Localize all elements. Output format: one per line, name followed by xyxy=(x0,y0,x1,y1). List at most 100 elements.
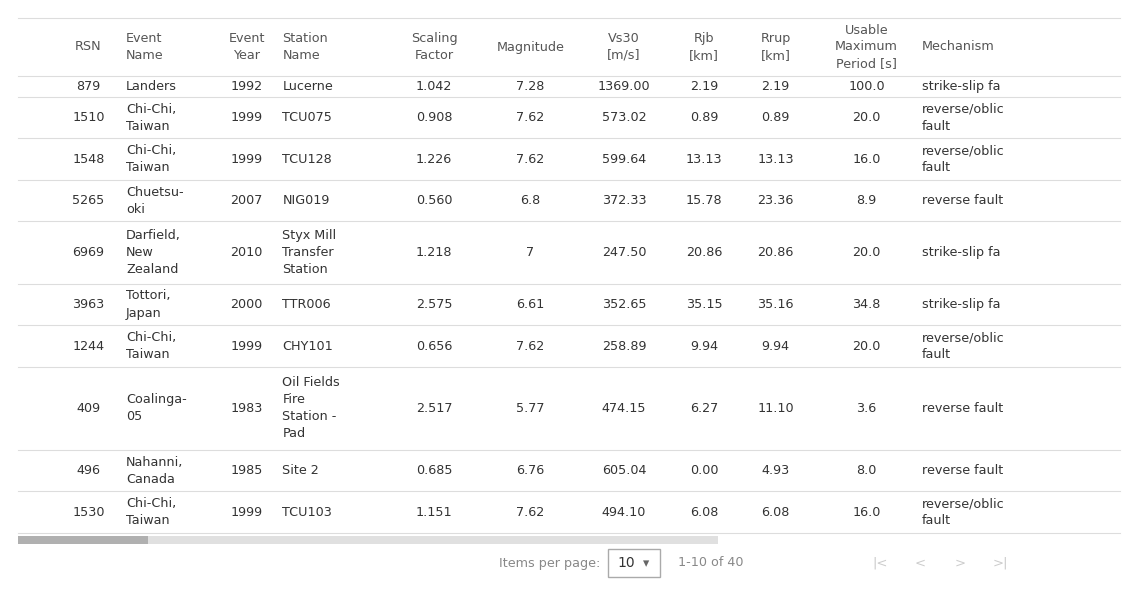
Text: Chuetsu-
oki: Chuetsu- oki xyxy=(126,186,183,216)
Text: reverse/oblic
fault: reverse/oblic fault xyxy=(922,331,1004,361)
Text: Darfield,
New
Zealand: Darfield, New Zealand xyxy=(126,229,181,276)
Text: 35.16: 35.16 xyxy=(758,298,794,311)
Text: 6.08: 6.08 xyxy=(761,506,790,519)
Text: 20.0: 20.0 xyxy=(852,340,881,353)
Text: 7.28: 7.28 xyxy=(517,80,545,93)
Text: 2.19: 2.19 xyxy=(690,80,718,93)
Text: 372.33: 372.33 xyxy=(602,194,646,207)
Text: 6.61: 6.61 xyxy=(517,298,545,311)
Text: 599.64: 599.64 xyxy=(602,152,646,165)
Text: 474.15: 474.15 xyxy=(602,402,646,415)
Text: 0.560: 0.560 xyxy=(415,194,452,207)
Text: 1.226: 1.226 xyxy=(415,152,452,165)
Text: 879: 879 xyxy=(76,80,100,93)
Text: 23.36: 23.36 xyxy=(758,194,794,207)
Text: >: > xyxy=(955,556,965,569)
Text: Chi-Chi,
Taiwan: Chi-Chi, Taiwan xyxy=(126,144,176,174)
Text: 1.042: 1.042 xyxy=(415,80,452,93)
Text: 1983: 1983 xyxy=(231,402,263,415)
Text: 0.89: 0.89 xyxy=(761,111,790,124)
Text: 1244: 1244 xyxy=(73,340,105,353)
Text: strike-slip fa: strike-slip fa xyxy=(922,80,1000,93)
Text: Landers: Landers xyxy=(126,80,178,93)
Bar xyxy=(18,536,148,544)
Text: 100.0: 100.0 xyxy=(848,80,885,93)
Text: 1985: 1985 xyxy=(231,464,263,477)
Bar xyxy=(18,536,718,544)
Text: TTR006: TTR006 xyxy=(282,298,331,311)
Text: Styx Mill
Transfer
Station: Styx Mill Transfer Station xyxy=(282,229,337,276)
Text: 7.62: 7.62 xyxy=(517,152,545,165)
Text: 0.908: 0.908 xyxy=(415,111,452,124)
Text: 494.10: 494.10 xyxy=(602,506,646,519)
Text: 1992: 1992 xyxy=(231,80,263,93)
Text: 7.62: 7.62 xyxy=(517,340,545,353)
Text: Vs30
[m/s]: Vs30 [m/s] xyxy=(608,32,641,62)
Text: 1999: 1999 xyxy=(231,111,263,124)
Text: strike-slip fa: strike-slip fa xyxy=(922,246,1000,259)
Text: CHY101: CHY101 xyxy=(282,340,333,353)
Text: 3.6: 3.6 xyxy=(857,402,876,415)
Text: Usable
Maximum
Period [s]: Usable Maximum Period [s] xyxy=(835,24,898,71)
Text: reverse fault: reverse fault xyxy=(922,464,1003,477)
FancyBboxPatch shape xyxy=(608,549,660,577)
Text: 6969: 6969 xyxy=(73,246,105,259)
Text: Coalinga-
05: Coalinga- 05 xyxy=(126,393,187,423)
Text: TCU075: TCU075 xyxy=(282,111,332,124)
Text: 20.86: 20.86 xyxy=(758,246,794,259)
Text: 1369.00: 1369.00 xyxy=(597,80,651,93)
Text: 0.00: 0.00 xyxy=(690,464,718,477)
Text: 1.218: 1.218 xyxy=(415,246,452,259)
Text: 5.77: 5.77 xyxy=(517,402,545,415)
Text: 2.19: 2.19 xyxy=(761,80,790,93)
Text: |<: |< xyxy=(872,556,888,569)
Text: ▾: ▾ xyxy=(643,557,649,570)
Text: 13.13: 13.13 xyxy=(686,152,723,165)
Text: 258.89: 258.89 xyxy=(602,340,646,353)
Text: 0.656: 0.656 xyxy=(415,340,452,353)
Text: 16.0: 16.0 xyxy=(852,506,881,519)
Text: 16.0: 16.0 xyxy=(852,152,881,165)
Text: reverse fault: reverse fault xyxy=(922,194,1003,207)
Text: 1-10 of 40: 1-10 of 40 xyxy=(678,556,743,569)
Text: 605.04: 605.04 xyxy=(602,464,646,477)
Text: Chi-Chi,
Taiwan: Chi-Chi, Taiwan xyxy=(126,497,176,527)
Text: 1.151: 1.151 xyxy=(415,506,452,519)
Text: NIG019: NIG019 xyxy=(282,194,330,207)
Text: Event
Year: Event Year xyxy=(229,32,265,62)
Text: reverse/oblic
fault: reverse/oblic fault xyxy=(922,497,1004,527)
Text: 6.76: 6.76 xyxy=(517,464,545,477)
Text: 20.0: 20.0 xyxy=(852,111,881,124)
Text: 9.94: 9.94 xyxy=(761,340,790,353)
Text: Magnitude: Magnitude xyxy=(496,40,564,53)
Text: 1548: 1548 xyxy=(73,152,105,165)
Text: 7: 7 xyxy=(527,246,535,259)
Text: 1999: 1999 xyxy=(231,506,263,519)
Text: 573.02: 573.02 xyxy=(602,111,646,124)
Text: Scaling
Factor: Scaling Factor xyxy=(411,32,457,62)
Text: 247.50: 247.50 xyxy=(602,246,646,259)
Text: 1999: 1999 xyxy=(231,340,263,353)
Text: 11.10: 11.10 xyxy=(757,402,794,415)
Text: 1510: 1510 xyxy=(73,111,105,124)
Text: 1530: 1530 xyxy=(73,506,105,519)
Text: TCU103: TCU103 xyxy=(282,506,332,519)
Text: 496: 496 xyxy=(76,464,100,477)
Text: 9.94: 9.94 xyxy=(690,340,718,353)
Text: Lucerne: Lucerne xyxy=(282,80,333,93)
Text: 34.8: 34.8 xyxy=(852,298,881,311)
Text: Mechanism: Mechanism xyxy=(922,40,995,53)
Text: Site 2: Site 2 xyxy=(282,464,320,477)
Text: 6.8: 6.8 xyxy=(520,194,541,207)
Text: 8.0: 8.0 xyxy=(857,464,876,477)
Text: 2010: 2010 xyxy=(231,246,263,259)
Text: 15.78: 15.78 xyxy=(686,194,723,207)
Text: Nahanni,
Canada: Nahanni, Canada xyxy=(126,455,183,486)
Text: 1999: 1999 xyxy=(231,152,263,165)
Text: 13.13: 13.13 xyxy=(757,152,794,165)
Text: Station
Name: Station Name xyxy=(282,32,328,62)
Text: 2007: 2007 xyxy=(231,194,263,207)
Text: 0.89: 0.89 xyxy=(690,111,718,124)
Text: Tottori,
Japan: Tottori, Japan xyxy=(126,289,171,320)
Text: 352.65: 352.65 xyxy=(602,298,646,311)
